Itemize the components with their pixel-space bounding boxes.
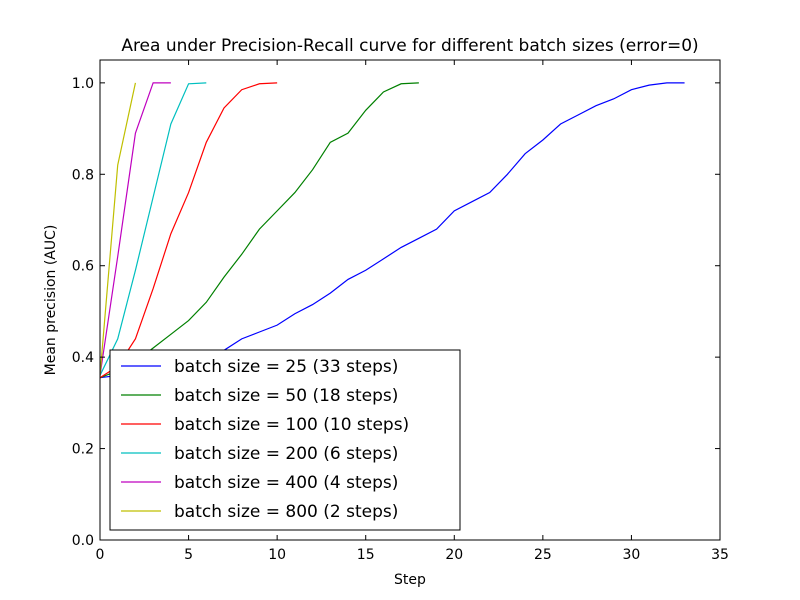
x-tick-label: 25	[534, 547, 552, 563]
y-tick-label: 1.0	[72, 76, 94, 92]
legend-box	[109, 349, 461, 531]
y-tick-label: 0.6	[72, 259, 94, 275]
y-axis-label: Mean precision (AUC)	[43, 225, 59, 376]
x-tick-label: 20	[445, 547, 463, 563]
axis-ticks: 0 5 10 15 20 25 30 35 0.0 0.2 0.4 0.6 0.8 1.0	[72, 60, 729, 563]
x-axis-label: Step	[394, 572, 426, 588]
legend-label-1: batch size = 50 (18 steps)	[174, 386, 398, 406]
legend-label-5: batch size = 800 (2 steps)	[174, 502, 398, 522]
series-line-4	[100, 82, 171, 376]
axes-frame	[99, 59, 721, 541]
legend-label-3: batch size = 200 (6 steps)	[174, 444, 398, 464]
x-tick-label: 0	[96, 547, 105, 563]
legend-label-2: batch size = 100 (10 steps)	[174, 415, 409, 435]
x-tick-label: 35	[711, 547, 729, 563]
y-tick-label: 0.8	[72, 167, 94, 183]
legend-label-4: batch size = 400 (4 steps)	[174, 473, 398, 493]
x-tick-label: 10	[268, 547, 286, 563]
y-tick-label: 0.2	[72, 442, 94, 458]
x-tick-label: 5	[184, 547, 193, 563]
x-tick-label: 15	[357, 547, 375, 563]
legend: batch size = 25 (33 steps) batch size = 5…	[109, 349, 461, 531]
series-line-2	[100, 82, 278, 379]
y-tick-label: 0.4	[72, 350, 94, 366]
chart-title: Area under Precision-Recall curve for di…	[121, 36, 698, 56]
y-tick-label: 0.0	[72, 533, 94, 549]
series-line-1	[100, 82, 419, 379]
series-line-3	[100, 82, 207, 376]
legend-label-0: batch size = 25 (33 steps)	[174, 357, 398, 377]
series-line-5	[100, 82, 137, 376]
x-tick-label: 30	[623, 547, 641, 563]
